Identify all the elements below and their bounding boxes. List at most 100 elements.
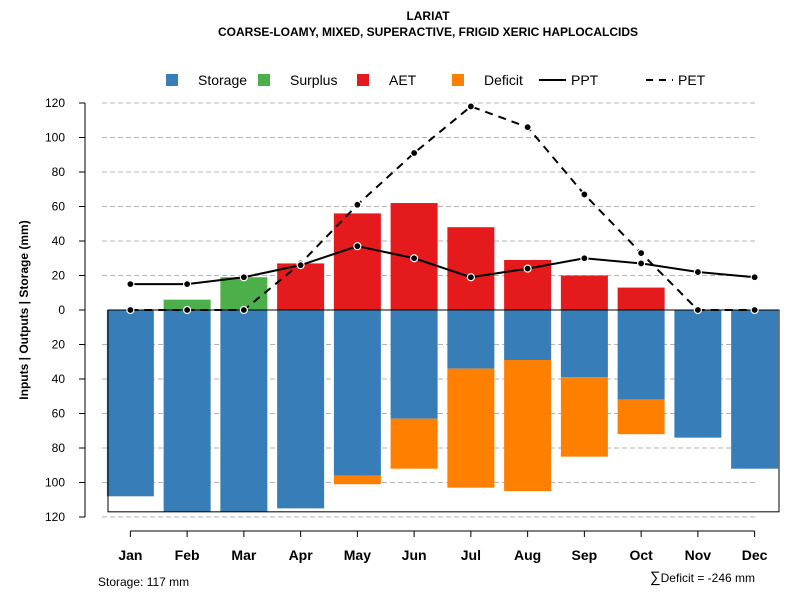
y-tick-label: 60 xyxy=(52,200,66,214)
storage-summary: Storage: 117 mm xyxy=(98,575,189,589)
deficit-bar-jun xyxy=(390,418,438,469)
legend-swatch xyxy=(166,74,178,86)
ppt-point-dec xyxy=(750,273,759,282)
ppt-point-feb xyxy=(183,280,192,289)
pet-point-feb xyxy=(183,305,192,315)
pet-point-jun xyxy=(410,148,419,158)
x-tick-label-mar: Mar xyxy=(231,547,256,563)
y-tick-label: 100 xyxy=(45,131,65,145)
sigma-icon: ∑ xyxy=(650,569,661,586)
series-lines xyxy=(126,102,759,315)
ppt-point-aug xyxy=(523,264,532,273)
legend-item-pet: PET xyxy=(646,72,706,88)
storage-bar-aug xyxy=(504,310,552,361)
ppt-point-jul xyxy=(466,273,475,282)
x-axis: Jan Feb Mar Apr May Jun Jul Aug Sep Oct Nov Dec xyxy=(118,530,768,563)
x-tick-label-aug: Aug xyxy=(514,547,541,563)
ppt-point-nov xyxy=(693,267,702,277)
y-tick-label: 80 xyxy=(52,441,66,455)
storage-bar-jan xyxy=(106,310,154,497)
legend-label: PET xyxy=(678,72,706,88)
legend-label: Surplus xyxy=(290,72,337,88)
aet-bar-apr xyxy=(277,263,325,310)
chart-title: LARIAT xyxy=(406,9,450,23)
storage-bar-apr xyxy=(277,310,325,509)
deficit-bar-oct xyxy=(617,399,665,435)
legend: Storage Surplus AET Deficit PPT PET xyxy=(166,72,706,88)
y-tick-label: 40 xyxy=(52,372,66,386)
legend-item-ppt: PPT xyxy=(539,72,599,88)
y-tick-label: 120 xyxy=(45,96,65,110)
legend-label: PPT xyxy=(571,72,599,88)
pet-point-sep xyxy=(580,190,589,199)
legend-label: Storage xyxy=(198,72,247,88)
pet-point-jul xyxy=(466,102,475,111)
storage-bar-nov xyxy=(674,310,722,438)
deficit-bar-aug xyxy=(504,360,552,492)
legend-label: Deficit xyxy=(484,72,523,88)
y-tick-label: 20 xyxy=(52,269,66,283)
ppt-point-jan xyxy=(126,280,135,289)
pet-point-aug xyxy=(523,123,532,132)
legend-item-surplus: Surplus xyxy=(258,72,337,88)
pet-point-jan xyxy=(126,305,135,315)
ppt-point-oct xyxy=(637,259,646,268)
chart-subtitle: COARSE-LOAMY, MIXED, SUPERACTIVE, FRIGID… xyxy=(218,25,638,39)
deficit-bar-jul xyxy=(447,368,495,488)
y-axis: 120 100 80 60 40 20 0 20 40 60 80 100 120 xyxy=(45,96,86,524)
y-tick-label: 40 xyxy=(52,234,66,248)
storage-bar-dec xyxy=(731,310,779,469)
x-tick-label-apr: Apr xyxy=(289,547,314,563)
y-tick-label: 80 xyxy=(52,165,66,179)
storage-bar-sep xyxy=(560,310,608,378)
x-tick-label-jun: Jun xyxy=(402,547,427,563)
legend-swatch xyxy=(258,74,270,86)
x-tick-label-nov: Nov xyxy=(685,547,712,563)
ppt-point-jun xyxy=(410,254,419,263)
x-tick-label-dec: Dec xyxy=(742,547,768,563)
storage-bar-may xyxy=(333,310,381,476)
pet-line xyxy=(130,105,755,311)
deficit-bar-sep xyxy=(560,377,608,457)
y-tick-label: 0 xyxy=(58,303,65,317)
storage-bar-jun xyxy=(390,310,438,419)
x-tick-label-sep: Sep xyxy=(572,547,598,563)
deficit-summary: ∑Deficit = -246 mm xyxy=(650,569,755,586)
legend-swatch xyxy=(357,74,369,86)
legend-item-deficit: Deficit xyxy=(452,72,523,88)
x-tick-label-jan: Jan xyxy=(118,547,142,563)
pet-point-dec xyxy=(750,305,759,315)
ppt-point-mar xyxy=(239,273,248,282)
ppt-point-apr xyxy=(296,261,305,270)
pet-point-nov xyxy=(693,305,702,315)
aet-bar-jul xyxy=(447,227,495,310)
storage-bar-feb xyxy=(163,310,211,512)
x-tick-label-jul: Jul xyxy=(461,547,481,563)
pet-point-mar xyxy=(239,305,248,315)
ppt-line xyxy=(130,245,755,286)
storage-bar-mar xyxy=(220,310,268,512)
deficit-bar-may xyxy=(333,475,381,485)
deficit-summary-text: Deficit = -246 mm xyxy=(661,571,755,585)
legend-item-storage: Storage xyxy=(166,72,247,88)
ppt-point-may xyxy=(353,242,362,251)
aet-bar-oct xyxy=(617,287,665,310)
ppt-point-sep xyxy=(580,254,589,263)
storage-bar-oct xyxy=(617,310,665,400)
storage-bar-jul xyxy=(447,310,495,369)
legend-swatch xyxy=(452,74,464,86)
aet-bar-sep xyxy=(560,275,608,310)
y-tick-label: 20 xyxy=(52,338,66,352)
x-tick-label-may: May xyxy=(344,547,371,563)
pet-point-oct xyxy=(637,248,646,258)
legend-label: AET xyxy=(389,72,417,88)
aet-bar-may xyxy=(333,213,381,310)
x-tick-label-feb: Feb xyxy=(175,547,200,563)
legend-item-aet: AET xyxy=(357,72,417,88)
y-tick-label: 60 xyxy=(52,407,66,421)
pet-point-may xyxy=(353,200,362,209)
surplus-bar-mar xyxy=(220,277,268,310)
bars xyxy=(106,203,780,513)
y-tick-label: 100 xyxy=(45,476,65,490)
